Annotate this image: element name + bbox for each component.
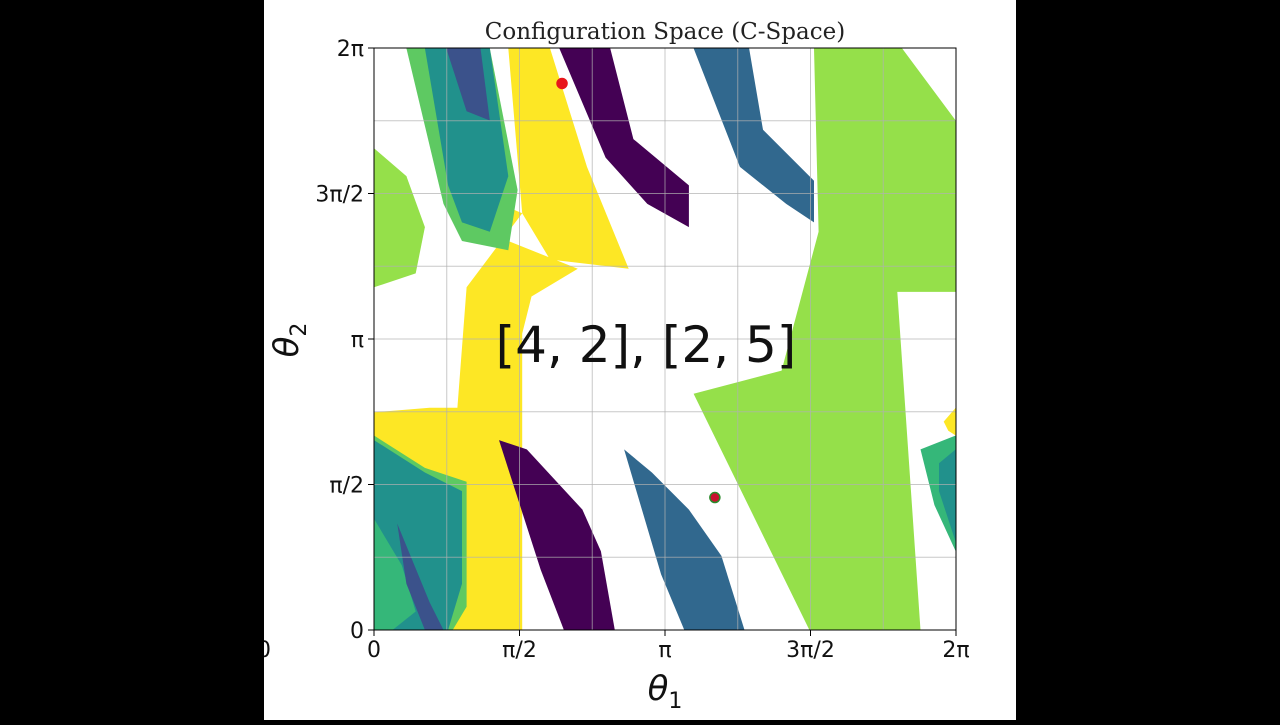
y-axis-label-subscript: 2 bbox=[287, 323, 312, 337]
region-16 bbox=[939, 449, 956, 542]
region-11 bbox=[374, 518, 416, 630]
region-3 bbox=[446, 48, 490, 121]
chart-title: Configuration Space (C-Space) bbox=[485, 19, 845, 45]
cspace-chart: 0 π/2 π 3π/2 2π 0 π/2 π 3π/2 2π Configuration Spa… bbox=[257, 19, 970, 714]
region-4 bbox=[559, 48, 689, 228]
region-14 bbox=[624, 449, 745, 630]
overlay-annotation: [4, 2], [2, 5] bbox=[496, 316, 797, 374]
x-tick-label: π bbox=[658, 638, 671, 663]
points-layer bbox=[556, 77, 721, 504]
x-tick-label: 0 bbox=[367, 638, 381, 663]
marker-point bbox=[556, 77, 568, 90]
chart-panel: 0 π/2 π 3π/2 2π 0 π/2 π 3π/2 2π Configuration Spa… bbox=[257, 0, 1016, 720]
x-tick-label: 3π/2 bbox=[786, 638, 835, 663]
marker-point bbox=[709, 491, 721, 504]
region-13 bbox=[499, 440, 615, 630]
region-12 bbox=[397, 523, 444, 630]
region-7 bbox=[374, 148, 425, 288]
region-8 bbox=[943, 407, 956, 436]
left-edge-label: 0 bbox=[264, 638, 271, 663]
x-axis-label-symbol: θ bbox=[648, 669, 669, 709]
region-5 bbox=[693, 48, 814, 223]
y-tick-label: 2π bbox=[337, 37, 364, 62]
y-axis-label: θ2 bbox=[267, 323, 312, 358]
y-tick-label: 3π/2 bbox=[315, 183, 364, 208]
y-tick-label: 0 bbox=[350, 619, 364, 644]
y-axis-label-symbol: θ bbox=[267, 336, 307, 357]
grid-layer bbox=[374, 48, 956, 630]
region-2 bbox=[424, 48, 509, 232]
ticks-layer: 0 π/2 π 3π/2 2π 0 π/2 π 3π/2 2π bbox=[315, 37, 969, 663]
x-tick-label: 2π bbox=[942, 638, 969, 663]
x-axis-label-subscript: 1 bbox=[668, 689, 682, 714]
x-axis-label: θ1 bbox=[648, 669, 683, 714]
x-tick-label: π/2 bbox=[502, 638, 537, 663]
y-tick-label: π bbox=[351, 328, 364, 353]
y-tick-label: π/2 bbox=[329, 474, 364, 499]
